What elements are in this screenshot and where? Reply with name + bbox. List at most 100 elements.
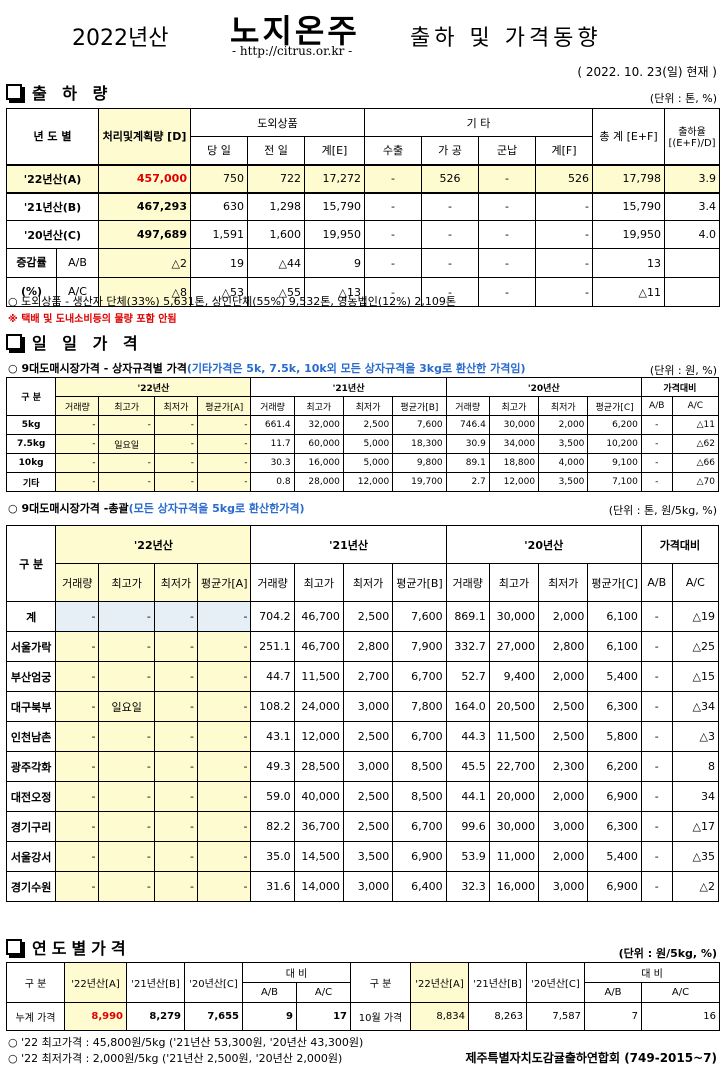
increase-cell: △55 xyxy=(247,277,305,307)
price-subheader-row: 거래량 최고가 최저가 평균가[A] 거래량 최고가 최저가 평균가[B] 거래량 최고가 최저가 평… xyxy=(7,563,720,602)
increase-cell: - xyxy=(364,277,422,307)
price-cell: - xyxy=(98,871,155,902)
yearly-gubun-2: 구 분 xyxy=(350,962,411,1003)
yearly-price-table: 구 분 '22년산[A] '21년산[B] '20년산[C] 대 비 구 분 '… xyxy=(6,962,720,1031)
subheader-vol: 거래량 xyxy=(55,563,100,602)
min-price-note: ○ '22 최저가격 : 2,000원/5kg ('21년산 2,500원, '… xyxy=(8,1052,343,1065)
price-cell: 7,800 xyxy=(392,691,447,722)
header-url[interactable]: - http://citrus.or.kr - xyxy=(232,44,353,58)
price-cell: 2,000 xyxy=(538,601,589,632)
summary-price-table: 구 분 '22년산 '21년산 '20년산 가격대비 거래량 최고가 최저가 평균가[A] 거래량… xyxy=(5,525,720,902)
price-cell: 10,200 xyxy=(587,434,642,454)
organization-name: 제주특별자치도감귤출하연합회 (749-2015~7) xyxy=(465,1051,717,1065)
shipment-cell: 750 xyxy=(190,163,248,194)
price-cell: 5,400 xyxy=(587,841,642,872)
price-row: 서울가락 - - - -251.1 46,700 2,800 7,900 332.7 27,000… xyxy=(5,631,720,662)
price-cell: 11,500 xyxy=(293,661,344,692)
increase-cell: - xyxy=(421,248,479,278)
price-cell: 2,800 xyxy=(342,631,394,662)
october-a: 8,834 xyxy=(410,1002,469,1031)
shipment-cell: - xyxy=(535,220,593,249)
price-cell: 704.2 xyxy=(250,601,295,632)
price-cell: - xyxy=(55,841,100,872)
price-cell: - xyxy=(55,721,100,752)
price-cell: - xyxy=(197,415,252,435)
price-cell: - xyxy=(640,691,673,722)
price-cell: 6,100 xyxy=(587,631,642,662)
price-cell: 661.4 xyxy=(250,415,295,435)
subheader-min: 최저가 xyxy=(538,396,589,416)
price-cell: - xyxy=(153,781,199,812)
price-cell: - xyxy=(640,841,673,872)
shipment-cell: 497,689 xyxy=(98,220,191,249)
price-cell: - xyxy=(640,781,673,812)
price-cell: 14,500 xyxy=(293,841,344,872)
box-size-price-table: 구 분 '22년산 '21년산 '20년산 가격대비 거래량 최고가 최저가 평균가[A] 거래량… xyxy=(5,377,720,492)
price-cell: 16,000 xyxy=(488,871,540,902)
price-cell: 8 xyxy=(671,751,720,782)
price-cell: 3,000 xyxy=(342,871,394,902)
shipment-cell: 19,950 xyxy=(592,220,665,249)
subheader-max: 최고가 xyxy=(488,396,540,416)
shipment-cell: 15,790 xyxy=(304,192,365,221)
price-cell: - xyxy=(55,415,100,435)
price-cell: 2,500 xyxy=(342,781,394,812)
price-cell: 30.3 xyxy=(250,453,295,473)
market-label: 대전오정 xyxy=(5,781,57,812)
october-ab: 7 xyxy=(584,1002,642,1031)
price-cell: - xyxy=(197,781,252,812)
price-cell: - xyxy=(55,601,100,632)
price-cell: 3,000 xyxy=(342,691,394,722)
price-cell: 8,500 xyxy=(392,781,447,812)
market-label: 서울가락 xyxy=(5,631,57,662)
shipment-cell: - xyxy=(421,220,479,249)
price-cell: 18,300 xyxy=(392,434,447,454)
price-cell: - xyxy=(640,434,673,454)
price-cell: 7,600 xyxy=(392,601,447,632)
price-cell: 36,700 xyxy=(293,811,344,842)
market-label: 경기구리 xyxy=(5,811,57,842)
y21-header: '21년산 xyxy=(250,377,447,397)
shipment-row: '22년산(A) 457,000 750 722 17,272-526-526 17,79… xyxy=(6,163,720,194)
increase-label-wrap: 증감률 A/B xyxy=(8,249,98,277)
price-row: 부산엄궁 - - - -44.7 11,500 2,700 6,700 52.7 9,400 2,0… xyxy=(5,661,720,692)
shipment-cell: 17,272 xyxy=(304,163,365,194)
price-cell: - xyxy=(640,811,673,842)
shipment-cell: - xyxy=(535,192,593,221)
price-cell: 9,400 xyxy=(488,661,540,692)
header-sum-f: 계[F] xyxy=(535,136,593,165)
price-cell: - xyxy=(197,751,252,782)
price-cell: 6,300 xyxy=(587,811,642,842)
price-cell: 7,100 xyxy=(587,472,642,492)
price-cell: 11,000 xyxy=(488,841,540,872)
price-cell: 89.1 xyxy=(445,453,490,473)
subheader-avg_a: 평균가[A] xyxy=(197,396,252,416)
section-yearly-title: 연도별가격 xyxy=(6,935,131,959)
price-cell: 11.7 xyxy=(250,434,295,454)
market-label: 5kg xyxy=(5,415,57,435)
increase-cell: △13 xyxy=(304,277,365,307)
subheader-vol: 거래량 xyxy=(250,563,295,602)
header-year: 2022년산 xyxy=(72,26,169,51)
market-label: 10kg xyxy=(5,453,57,473)
shipment-cell: - xyxy=(364,192,422,221)
cumulative-ab: 9 xyxy=(242,1002,297,1031)
price-cell: - xyxy=(640,631,673,662)
price-header-row: 구 분 '22년산 '21년산 '20년산 가격대비 xyxy=(5,377,720,416)
increase-cell: - xyxy=(535,277,593,307)
price-cell: - xyxy=(55,661,100,692)
yearly-y21-1: '21년산[B] xyxy=(126,962,185,1003)
header-year-col: 년 도 별 xyxy=(6,108,99,165)
subheader-min: 최저가 xyxy=(153,563,199,602)
price-cell: 7,600 xyxy=(392,415,447,435)
yearly-ab-1: A/B xyxy=(242,982,297,1003)
price-cell: - xyxy=(98,631,155,662)
y22-header: '22년산 xyxy=(55,525,252,564)
price-cell: 9,100 xyxy=(587,453,642,473)
increase-cell: - xyxy=(478,248,536,278)
subheader-min: 최저가 xyxy=(342,396,394,416)
shipment-cell: - xyxy=(421,192,479,221)
price-cell: - xyxy=(153,434,199,454)
price-cell: 32.3 xyxy=(445,871,490,902)
subheader-avg_c: 평균가[C] xyxy=(587,563,642,602)
